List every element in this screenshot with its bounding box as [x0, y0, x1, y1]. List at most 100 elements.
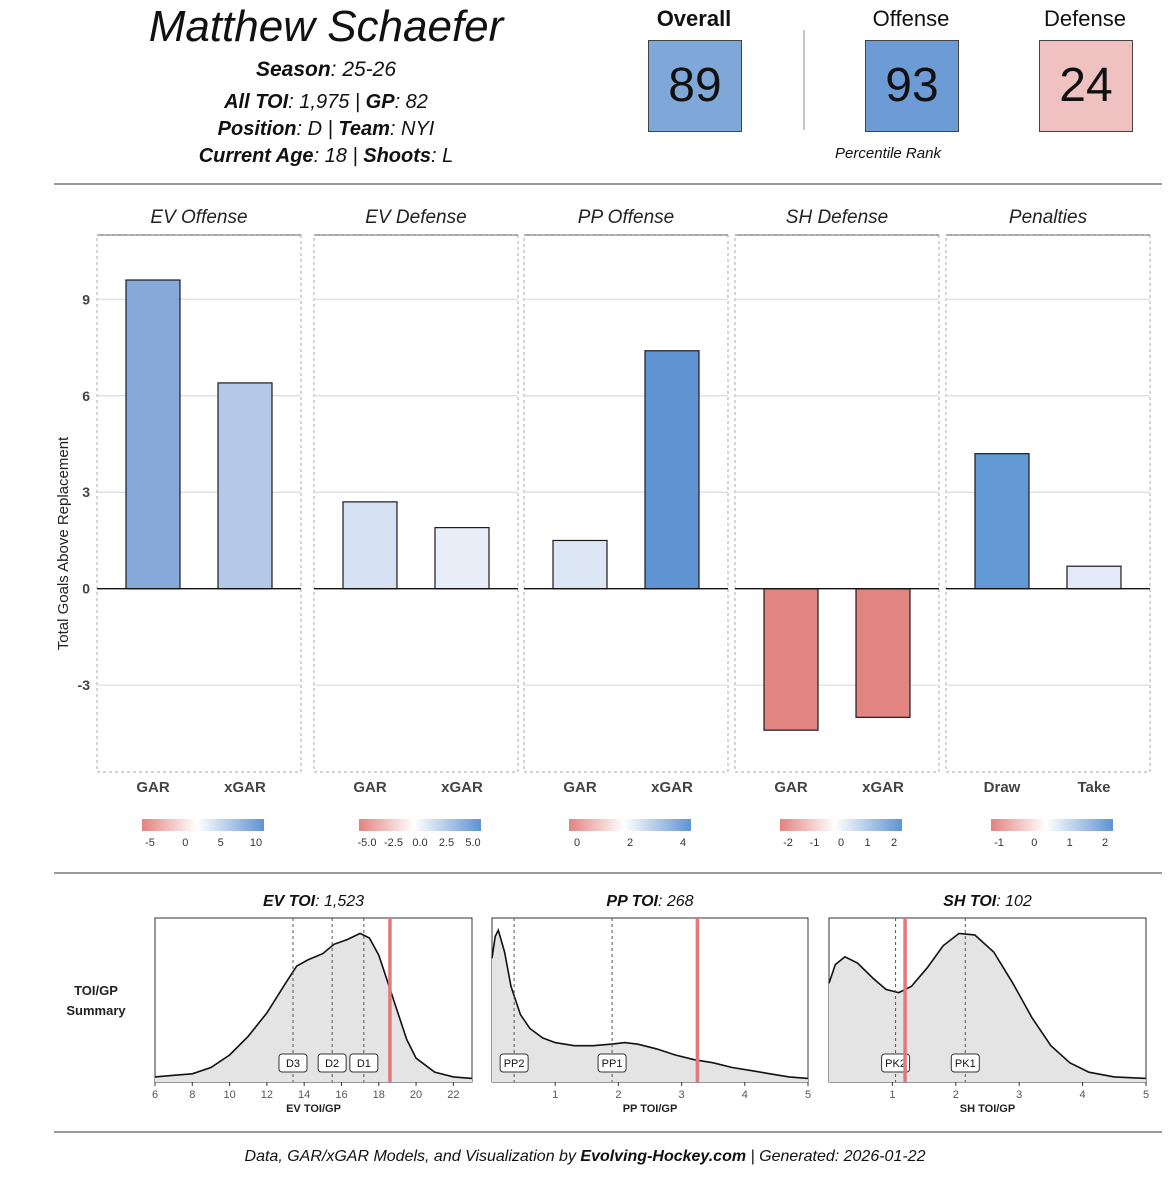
legend-tick-label: 2 [1102, 837, 1108, 849]
x-tick-label: 12 [261, 1089, 273, 1101]
reference-label-box [499, 1053, 529, 1073]
color-legend-bar [569, 819, 691, 831]
position-line: Position: D | Team: NYI [218, 118, 435, 141]
x-tick-label: Draw [984, 779, 1021, 796]
bar-xgar [644, 350, 700, 590]
reference-label-d3: D3 [286, 1058, 300, 1070]
panel-title: PP Offense [578, 207, 674, 228]
offense-label: Offense [872, 6, 950, 31]
footer-credit: Data, GAR/xGAR Models, and Visualization… [0, 1148, 1170, 1166]
x-tick-label: 2 [953, 1089, 959, 1101]
season-line: Season: 25-26 [256, 58, 396, 82]
gar-panel-ev-defense: EV Defense GAR xGAR -5.0 -2.5 0.0 2.5 5.0 [313, 207, 519, 849]
color-legend-bar [780, 819, 902, 831]
position-label: Position [217, 118, 297, 140]
legend-tick-label: -2 [783, 837, 793, 849]
panel-title: Penalties [1009, 207, 1088, 228]
toi-panel-title: SH TOI: 102 [943, 893, 1032, 910]
y-axis-label: Total Goals Above Replacement [55, 436, 72, 650]
reference-label-pk1: PK1 [955, 1058, 976, 1070]
panel-title: EV Offense [150, 207, 247, 228]
density-area [829, 933, 1146, 1082]
legend-tick-label: 0 [1031, 837, 1037, 849]
reference-label-d1: D1 [357, 1058, 371, 1070]
reference-label-box [317, 1053, 347, 1073]
y-tick-label: -3 [78, 677, 91, 693]
age-label: Current Age [198, 145, 314, 167]
panel-frame [96, 234, 302, 773]
x-tick-label: Take [1077, 779, 1110, 796]
x-tick-label: 22 [447, 1089, 459, 1101]
player-header: Matthew Schaefer Season: 25-26 All TOI: … [0, 0, 1170, 180]
x-tick-label: 5 [805, 1089, 811, 1101]
density-curve [828, 932, 1147, 1080]
bar-xgar [855, 588, 911, 718]
x-tick-label: 6 [152, 1089, 158, 1101]
bar-gar [125, 279, 181, 590]
x-tick-label: GAR [136, 779, 170, 796]
reference-label-box [950, 1053, 980, 1073]
density-area [155, 933, 472, 1082]
footer-suffix: | Generated: 2026-01-22 [746, 1148, 926, 1165]
gar-bar-chart: Total Goals Above Replacement -3 0 3 6 9 EV Of… [55, 207, 1151, 849]
toi-value: : 1,975 | [288, 91, 366, 113]
percentile-caption: Percentile Rank [835, 145, 941, 162]
reference-label-box [597, 1053, 627, 1073]
shoots-label: Shoots [363, 145, 432, 167]
panel-frame [734, 234, 940, 773]
player-name: Matthew Schaefer [148, 2, 504, 51]
bar-gar [342, 501, 398, 590]
toi-panel-title: EV TOI: 1,523 [263, 893, 364, 910]
panel-frame [523, 234, 729, 773]
legend-tick-label: 1 [864, 837, 870, 849]
x-tick-label: 3 [1016, 1089, 1022, 1101]
bar-draw [974, 453, 1030, 590]
toi-line: All TOI: 1,975 | GP: 82 [224, 91, 428, 114]
x-tick-label: 20 [410, 1089, 422, 1101]
gp-value: : 82 [394, 91, 428, 113]
legend-tick-label: 2.5 [439, 837, 454, 849]
panel-frame [945, 234, 1151, 773]
legend-tick-label: 2 [891, 837, 897, 849]
x-tick-label: 4 [1080, 1089, 1086, 1101]
overall-label: Overall [656, 6, 732, 31]
defense-score-box: 24 [1039, 40, 1133, 132]
x-tick-label: 8 [189, 1089, 195, 1101]
season-label: Season [255, 58, 331, 81]
legend-tick-label: 2 [627, 837, 633, 849]
x-tick-label: 16 [335, 1089, 347, 1101]
gar-panel-pp-offense: PP Offense GAR xGAR 0 2 4 [523, 207, 729, 849]
legend-tick-label: -2.5 [384, 837, 403, 849]
toi-panel-1: PP TOI: 268 PP2 PP1 1 2 3 4 5 PP TOI/GP [491, 893, 811, 1115]
legend-tick-label: 0 [838, 837, 844, 849]
team-label: Team [338, 118, 390, 140]
legend-tick-label: 4 [680, 837, 686, 849]
toi-panel-2: SH TOI: 102 PK2 PK1 1 2 3 4 5 SH TOI/GP [828, 893, 1149, 1115]
legend-tick-label: 1 [1067, 837, 1073, 849]
row-label-line1: TOI/GP [74, 983, 118, 998]
bar-gar [552, 539, 608, 590]
toi-title-rest: : 268 [658, 893, 694, 910]
season-value: : 25-26 [330, 58, 397, 81]
legend-tick-label: 5.0 [465, 837, 480, 849]
position-value: : D | [296, 118, 339, 140]
gar-panel-ev-offense: EV Offense GAR xGAR -5 0 5 10 [96, 207, 302, 849]
toi-title-rest: : 1,523 [315, 893, 364, 910]
toi-label: All TOI [224, 91, 289, 113]
toi-title-bold: PP TOI [606, 893, 658, 910]
x-tick-label: xGAR [224, 779, 266, 796]
reference-label-pp1: PP1 [602, 1058, 623, 1070]
y-tick-label: 6 [82, 388, 90, 404]
y-tick-label: 9 [82, 291, 90, 307]
legend-tick-label: -5.0 [358, 837, 377, 849]
legend-tick-label: -1 [994, 837, 1004, 849]
x-axis-label: EV TOI/GP [286, 1103, 341, 1115]
x-tick-label: 18 [373, 1089, 385, 1101]
panel-frame [313, 234, 519, 773]
gar-panel-penalties: Penalties Draw Take -1 0 1 2 [945, 207, 1151, 849]
y-tick-label: 3 [82, 484, 90, 500]
footer-prefix: Data, GAR/xGAR Models, and Visualization… [244, 1148, 581, 1165]
score-divider [803, 30, 805, 130]
bar-xgar [434, 527, 490, 590]
